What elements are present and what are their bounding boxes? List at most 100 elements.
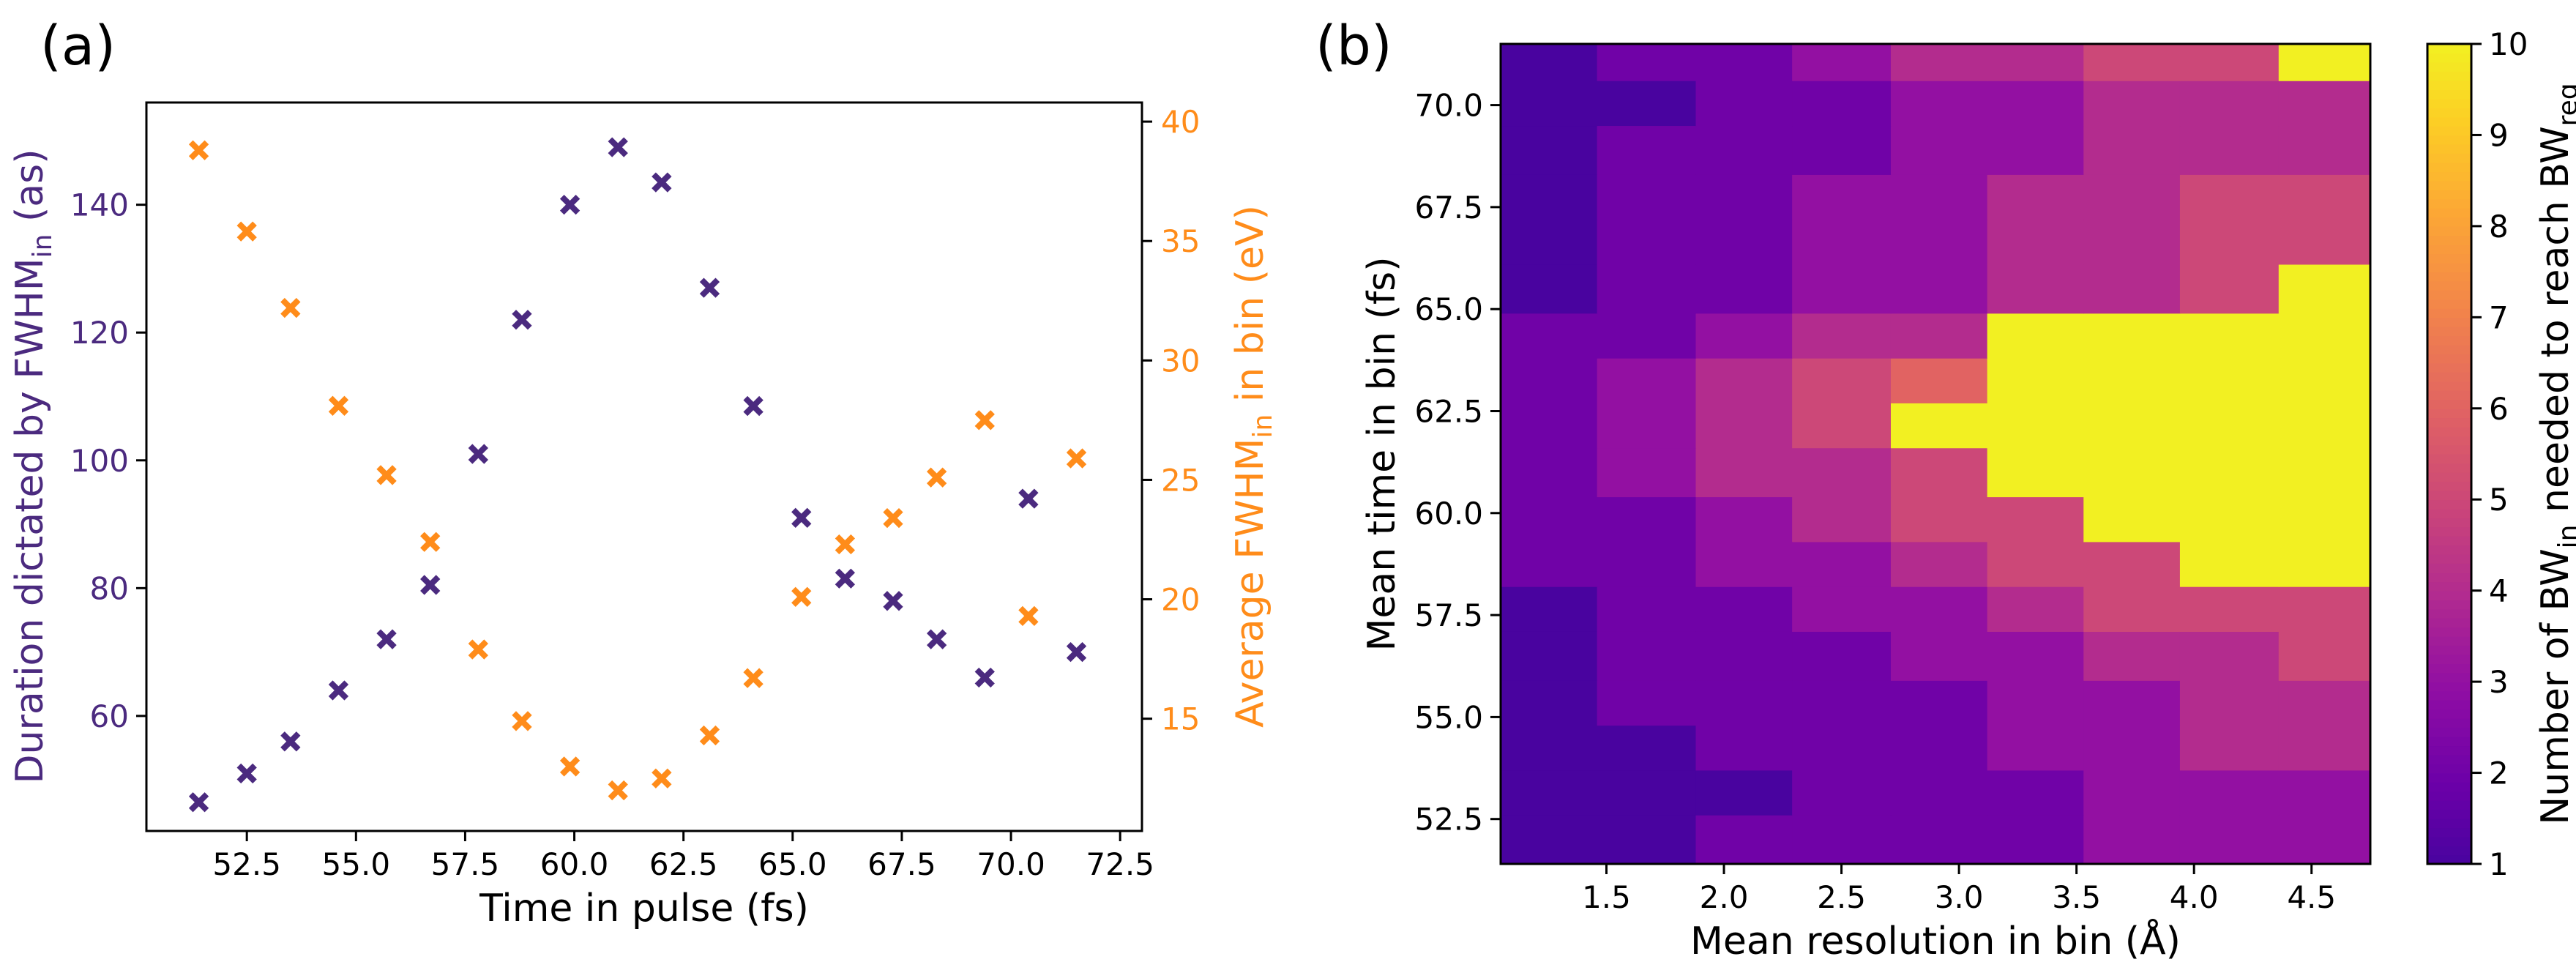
colorbar-segment — [2427, 98, 2471, 108]
y-tick-label: 55.0 — [1414, 699, 1483, 735]
colorbar-tick-label: 3 — [2489, 664, 2509, 700]
colorbar-segment — [2427, 89, 2471, 100]
heatmap-cell — [2278, 174, 2371, 220]
heatmap-cell — [1597, 496, 1697, 543]
x-tick-label: 65.0 — [758, 846, 827, 882]
colorbar-segment — [2427, 272, 2471, 282]
heatmap-cell — [2083, 496, 2181, 543]
panel-a-y2-axis-label: Average FWHMin in bin (eV) — [1228, 205, 1278, 728]
colorbar-segment — [2427, 44, 2471, 54]
heatmap-cell — [1501, 541, 1598, 587]
duration-point — [974, 667, 995, 688]
colorbar-segment — [2427, 299, 2471, 309]
heatmap-cell — [2083, 174, 2181, 220]
colorbar-segment — [2427, 553, 2471, 564]
heatmap-cell — [1695, 174, 1793, 220]
heatmap-cell — [2179, 403, 2280, 449]
heatmap-cell — [1987, 81, 2084, 127]
heatmap-cell — [1987, 815, 2084, 865]
fwhm-point — [280, 297, 301, 318]
fwhm-point-stroke — [559, 756, 580, 777]
fwhm-point-stroke — [926, 467, 947, 488]
colorbar-segment — [2427, 581, 2471, 592]
colorbar-segment — [2427, 71, 2471, 81]
x-tick-label: 72.5 — [1086, 846, 1154, 882]
heatmap-cell — [1695, 496, 1793, 543]
duration-point — [791, 507, 812, 528]
duration-point — [743, 395, 764, 417]
heatmap-cell — [1695, 403, 1793, 449]
colorbar-segment — [2427, 307, 2471, 318]
y-tick-label: 60.0 — [1414, 496, 1483, 532]
heatmap-cell — [2179, 496, 2280, 543]
heatmap-cell — [2278, 725, 2371, 771]
colorbar-segment — [2427, 545, 2471, 555]
heatmap-cell — [1501, 403, 1598, 449]
heatmap-cell — [1890, 125, 1988, 175]
duration-point-stroke — [652, 172, 672, 193]
heatmap-cell — [1501, 725, 1598, 771]
fwhm-point-stroke — [974, 410, 995, 430]
heatmap-cell — [1597, 447, 1697, 498]
colorbar-segment — [2427, 745, 2471, 756]
colorbar-segment — [2427, 225, 2471, 236]
heatmap-cell — [2083, 403, 2181, 449]
heatmap-cell — [1597, 358, 1697, 403]
duration-point — [652, 172, 672, 193]
duration-point-stroke — [376, 629, 397, 649]
heatmap-cell — [2179, 769, 2280, 816]
duration-point — [699, 277, 720, 298]
duration-series — [188, 137, 1087, 813]
panel-b-x-ticks: 1.5 2.0 2.5 3.0 3.5 4.0 4.5 — [1582, 864, 2336, 915]
colorbar-segment — [2427, 80, 2471, 91]
y2-tick-label: 25 — [1161, 462, 1200, 498]
fwhm-point-stroke — [188, 140, 209, 160]
duration-point-stroke — [883, 591, 903, 611]
colorbar-segment — [2427, 490, 2471, 501]
heatmap-cell — [1792, 725, 1892, 771]
colorbar-tick-label: 10 — [2489, 26, 2528, 62]
heatmap-cell — [1597, 725, 1697, 771]
heatmap-cell — [2278, 496, 2371, 543]
heatmap-cell — [1987, 44, 2084, 81]
duration-point — [835, 568, 856, 589]
colorbar-segment — [2427, 782, 2471, 792]
heatmap-cell — [1987, 447, 2084, 498]
colorbar-segment — [2427, 262, 2471, 272]
colorbar-segment — [2427, 799, 2471, 810]
colorbar-tick-label: 1 — [2489, 846, 2509, 882]
heatmap-cell — [2083, 541, 2181, 587]
colorbar-segment — [2427, 235, 2471, 245]
colorbar-segment — [2427, 508, 2471, 518]
heatmap-cell — [1501, 358, 1598, 403]
heatmap-cell — [1987, 313, 2084, 359]
x-tick-label: 4.0 — [2170, 879, 2219, 915]
colorbar-segment — [2427, 326, 2471, 337]
heatmap-cell — [1597, 403, 1697, 449]
fwhm-point-stroke — [376, 465, 397, 485]
heatmap-cell — [1890, 403, 1988, 449]
heatmap-cell — [2278, 125, 2371, 175]
fwhm-point — [974, 410, 995, 430]
colorbar-tick-label: 2 — [2489, 756, 2509, 791]
panel-b: (b) 1.5 2.0 2.5 3.0 3.5 4.0 4.5 52.5 55.0 57.5 60… — [1315, 15, 2576, 963]
heatmap-cell — [2179, 44, 2280, 81]
colorbar-label-sub-1: in — [2553, 525, 2576, 549]
y-tick-label: 120 — [70, 315, 129, 351]
heatmap-cell — [1987, 725, 2084, 771]
colorbar-segment — [2427, 61, 2471, 72]
x-tick-label: 70.0 — [977, 846, 1045, 882]
duration-point-stroke — [743, 395, 764, 417]
y-tick-label: 60 — [90, 698, 129, 734]
colorbar-label-part-2: needed to reach BW — [2534, 126, 2576, 524]
colorbar-label-part-1: Number of BW — [2534, 548, 2576, 824]
heatmap-cell — [2278, 81, 2371, 127]
duration-point — [376, 629, 397, 649]
colorbar-tick-label: 5 — [2489, 482, 2509, 518]
colorbar-segment — [2427, 700, 2471, 710]
colorbar-segment — [2427, 253, 2471, 264]
duration-point-stroke — [468, 444, 488, 464]
fwhm-point-stroke — [1066, 448, 1087, 469]
heatmap-cell — [2278, 358, 2371, 403]
